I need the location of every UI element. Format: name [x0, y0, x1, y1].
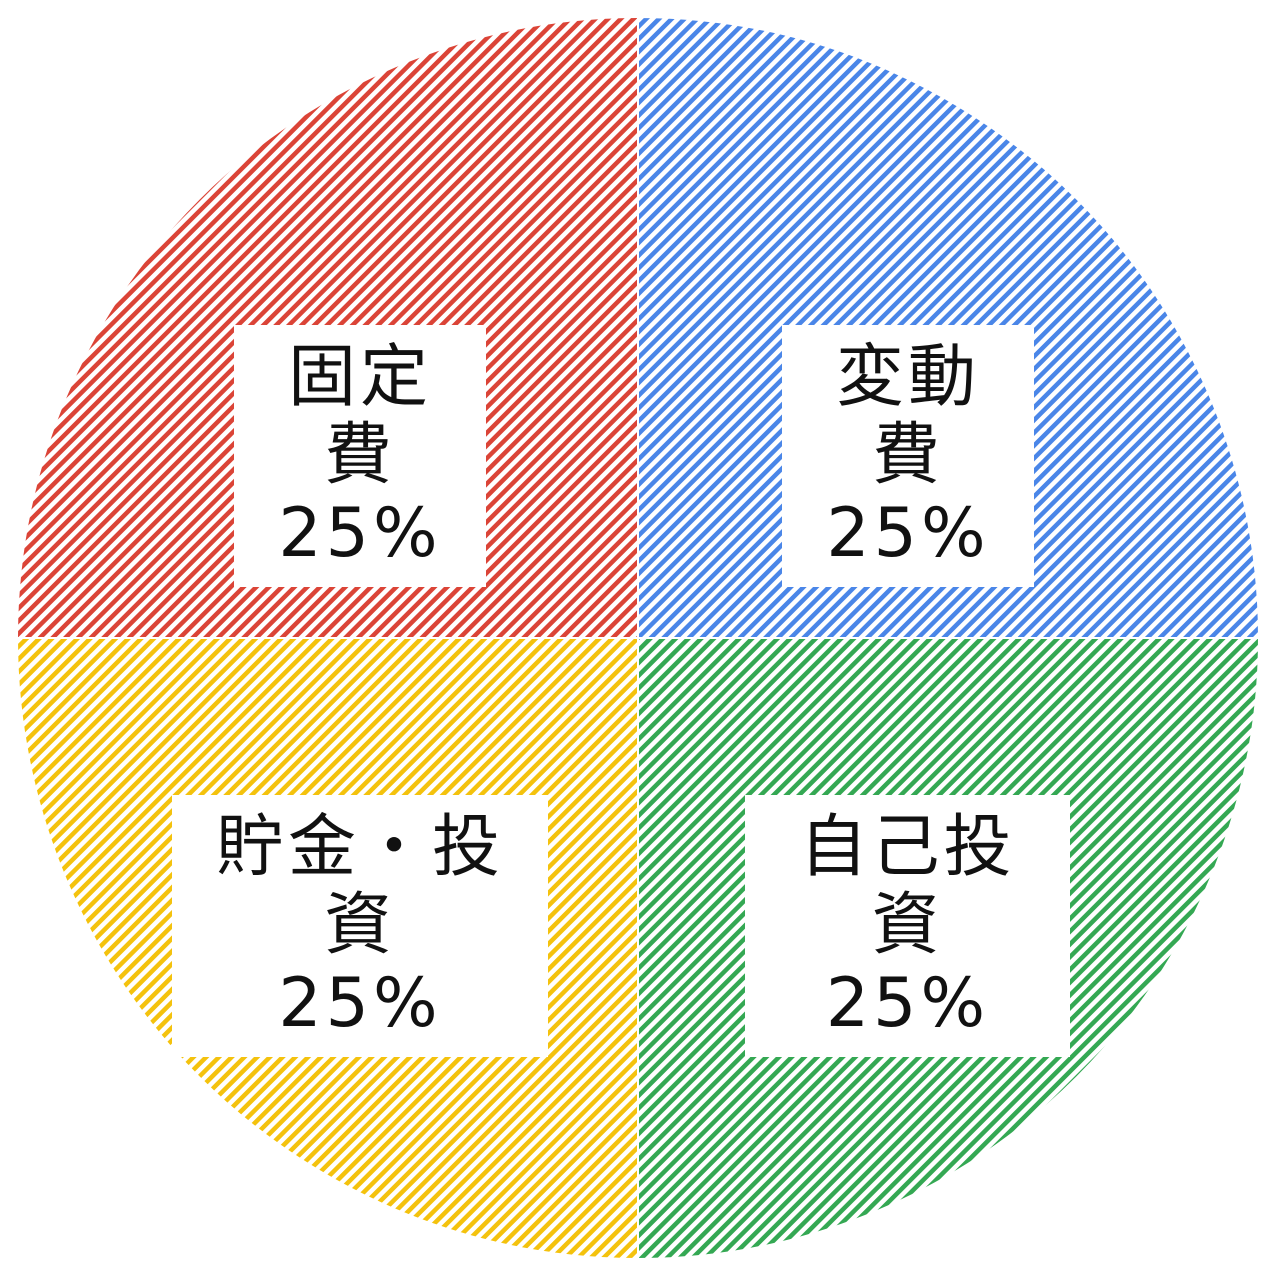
slice-label-hendouhi: 変動費 25%	[782, 325, 1034, 587]
slice-label-koteihi: 固定費 25%	[234, 325, 486, 587]
slice-name: 自己投資	[799, 808, 1016, 965]
slice-label-jiko-toushi: 自己投資 25%	[745, 795, 1070, 1057]
slice-percent: 25%	[278, 494, 442, 573]
slice-name: 固定費	[287, 338, 432, 495]
slice-name: 変動費	[835, 338, 980, 495]
slice-percent: 25%	[825, 964, 990, 1043]
slice-label-chokin-toushi: 貯金・投資 25%	[172, 795, 548, 1057]
slice-name: 貯金・投資	[215, 808, 504, 965]
slice-percent: 25%	[826, 494, 990, 573]
slice-percent: 25%	[278, 964, 442, 1043]
